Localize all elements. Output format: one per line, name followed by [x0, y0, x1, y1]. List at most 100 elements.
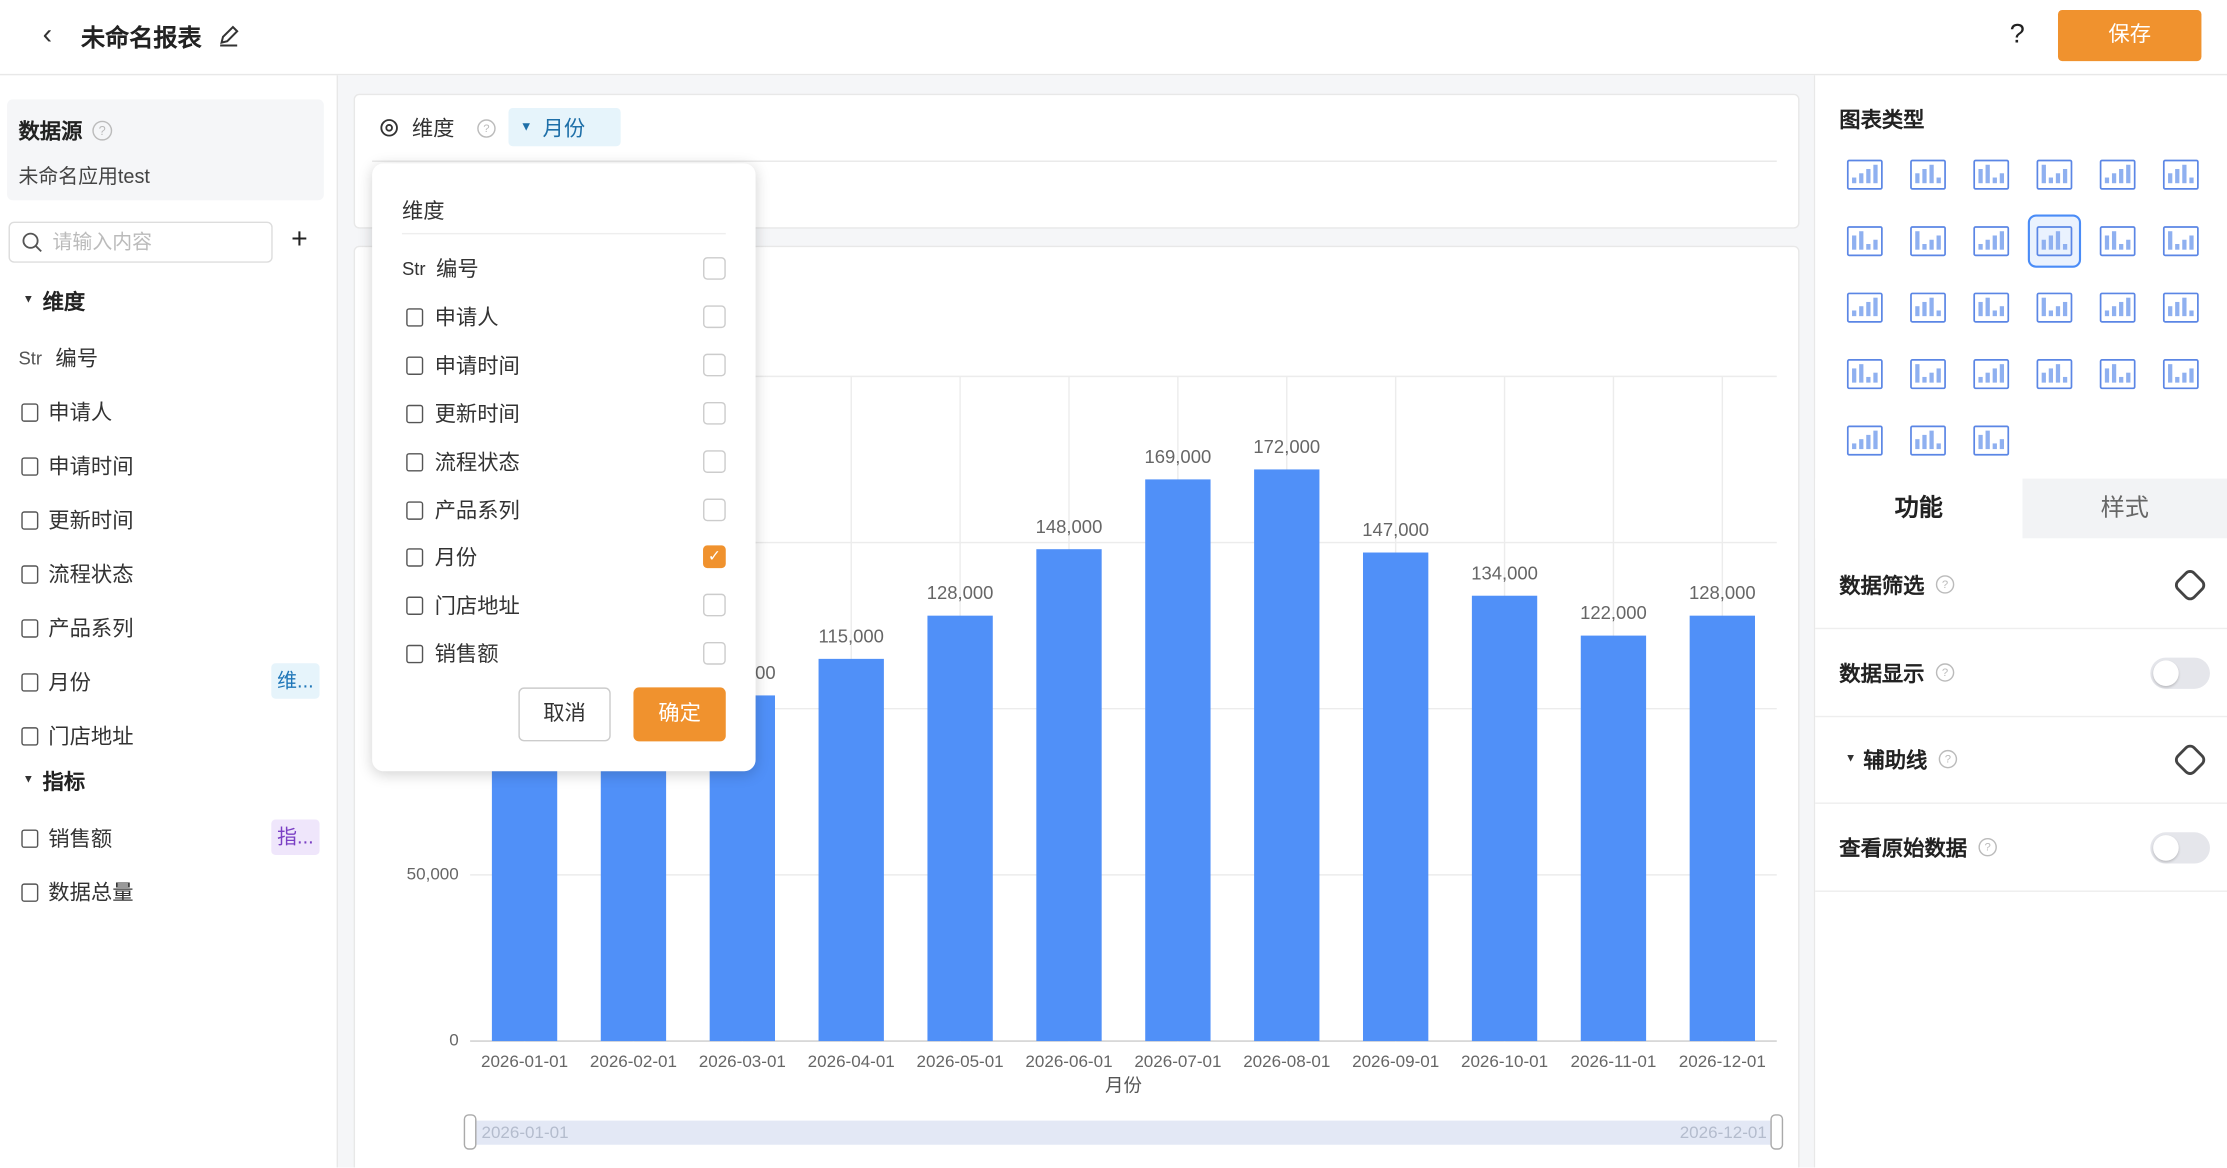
icon-bar [1999, 173, 2005, 184]
field-name[interactable]: 流程状态 [48, 563, 134, 588]
edit-icon[interactable] [217, 24, 240, 47]
chart-type-icon[interactable] [1973, 425, 2010, 456]
icon-bar [1999, 231, 2005, 250]
item-name[interactable]: 申请时间 [434, 354, 520, 379]
checkbox[interactable] [703, 642, 726, 665]
chart-type-icon[interactable] [1973, 226, 2010, 257]
chart-type-icon[interactable] [2036, 226, 2073, 257]
field-name[interactable]: 数据总量 [48, 881, 134, 906]
chart-type-icon[interactable] [2099, 292, 2136, 323]
field-name[interactable]: 更新时间 [48, 509, 134, 534]
checkbox[interactable] [703, 305, 726, 328]
help-button[interactable]: ? [2009, 19, 2025, 50]
chart-type-icon[interactable] [2099, 159, 2136, 190]
field-name[interactable]: 门店地址 [48, 725, 134, 750]
checkbox[interactable] [703, 401, 726, 425]
icon-bar [1852, 368, 1857, 383]
field-icon [406, 645, 424, 664]
x-tick-label: 2026-03-01 [699, 1052, 786, 1071]
chart-type-icon[interactable] [1973, 159, 2010, 190]
field-name[interactable]: 编号 [55, 347, 99, 372]
toggle-knob [2153, 835, 2179, 861]
chart-type-icon[interactable] [2162, 292, 2199, 323]
checkbox[interactable] [703, 353, 726, 377]
chart-type-icon[interactable] [1910, 159, 1946, 190]
chart-type-icon[interactable] [1846, 226, 1883, 257]
help-icon[interactable]: ? [1978, 837, 1997, 857]
chart-type-icon[interactable] [1910, 226, 1946, 257]
chart-type-icon[interactable] [1910, 359, 1946, 390]
chart-type-icon[interactable] [1973, 359, 2010, 390]
add-button[interactable]: + [291, 223, 308, 255]
x-tick-label: 2026-11-01 [1571, 1052, 1657, 1071]
tab[interactable]: 样式 [2022, 478, 2227, 539]
tab[interactable]: 功能 [1815, 478, 2023, 539]
field-name[interactable]: 申请时间 [48, 455, 134, 480]
icon-bar [1915, 439, 1920, 450]
field-icon [406, 452, 424, 471]
checkbox[interactable]: ✓ [703, 545, 726, 569]
dimension-chip[interactable] [508, 107, 621, 147]
help-icon[interactable]: ? [1935, 663, 1955, 682]
chart-type-icon[interactable] [2036, 359, 2073, 390]
value-label: 147,000 [1362, 519, 1429, 540]
field-name[interactable]: 销售额 [48, 827, 113, 852]
help-icon[interactable]: ? [1935, 575, 1955, 594]
chart-type-icon[interactable] [1910, 425, 1946, 456]
chart-type-icon[interactable] [2036, 292, 2073, 323]
chart-type-icon[interactable] [2162, 159, 2199, 190]
chart-type-icon[interactable] [1846, 425, 1883, 456]
chart-type-grid [1846, 159, 2199, 456]
item-name[interactable]: 编号 [436, 257, 479, 282]
chart-type-icon[interactable] [2099, 226, 2136, 257]
chart-type-icon[interactable] [1846, 159, 1883, 190]
item-name[interactable]: 申请人 [434, 305, 499, 331]
value-label: 172,000 [1253, 436, 1320, 457]
checkbox[interactable] [703, 594, 726, 617]
field-name[interactable]: 申请人 [48, 401, 113, 426]
confirm-button[interactable]: 确定 [633, 687, 726, 742]
x-tick-label: 2026-02-01 [590, 1052, 677, 1071]
item-name[interactable]: 更新时间 [434, 402, 520, 427]
chart-type-icon[interactable] [2036, 159, 2073, 190]
item-name[interactable]: 月份 [434, 546, 478, 571]
back-button[interactable]: ‹ [42, 19, 53, 51]
icon-bar [1999, 364, 2005, 383]
cancel-button[interactable]: 取消 [518, 687, 611, 742]
checkbox[interactable] [703, 449, 726, 473]
field-name[interactable]: 月份 [48, 671, 91, 696]
icon-frame [2099, 359, 2136, 390]
checkbox[interactable] [703, 257, 726, 280]
field-name[interactable]: 产品系列 [48, 617, 134, 642]
icon-bar [1985, 164, 1990, 184]
item-name[interactable]: 产品系列 [434, 498, 520, 523]
icon-bar [1936, 368, 1941, 383]
icon-bar [1978, 434, 1983, 450]
help-icon[interactable]: ? [92, 120, 113, 141]
save-button[interactable]: 保存 [2057, 9, 2202, 62]
value-label: 128,000 [1689, 582, 1756, 603]
checkbox[interactable] [703, 497, 726, 521]
icon-bar [2062, 301, 2068, 317]
chart-type-icon[interactable] [1846, 292, 1883, 323]
field-type: Str [18, 347, 43, 369]
chart-type-icon[interactable] [2162, 359, 2199, 390]
x-tick-label: 2026-09-01 [1352, 1052, 1439, 1071]
help-icon[interactable]: ? [1938, 749, 1958, 769]
icon-bar [2041, 239, 2046, 250]
chart-type-icon[interactable] [2099, 359, 2136, 390]
chart-type-icon[interactable] [2162, 226, 2199, 257]
chart-type-icon[interactable] [1910, 292, 1946, 323]
icon-bar [1873, 430, 1878, 450]
chart-type-icon[interactable] [1973, 292, 2010, 323]
item-name[interactable]: 门店地址 [434, 594, 520, 619]
help-icon[interactable]: ? [477, 119, 496, 138]
chart-type-icon[interactable] [1846, 359, 1883, 390]
divider [1815, 715, 2227, 718]
field-icon [21, 403, 39, 422]
search-input[interactable] [8, 221, 273, 263]
icon-bar [1985, 297, 1990, 317]
icon-bar [1978, 376, 1983, 383]
item-name[interactable]: 流程状态 [434, 450, 520, 475]
item-name[interactable]: 销售额 [434, 642, 499, 668]
